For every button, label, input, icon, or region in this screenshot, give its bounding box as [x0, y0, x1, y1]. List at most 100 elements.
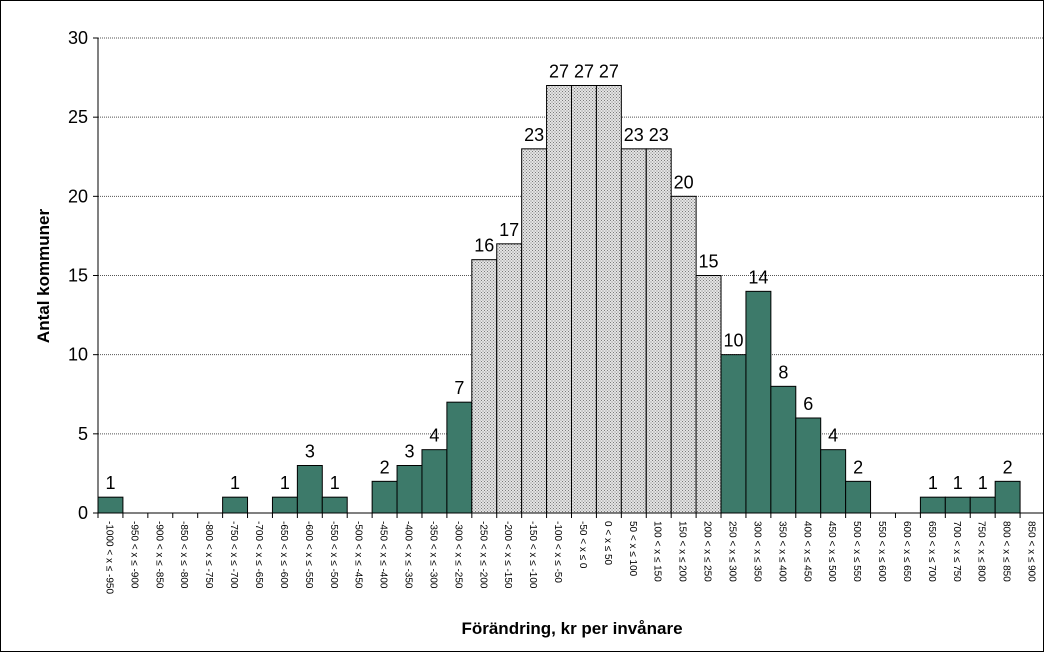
bar	[595, 85, 622, 514]
bar	[670, 195, 697, 514]
data-label: 4	[828, 426, 838, 446]
x-tick-label: -650 < x ≤ -600	[278, 521, 289, 589]
bar	[446, 401, 473, 514]
x-tick-label: 650 < x ≤ 700	[926, 521, 937, 582]
bar	[919, 496, 946, 514]
x-tick-label: 0 < x ≤ 50	[602, 521, 613, 566]
x-tick-label: -200 < x ≤ -150	[502, 521, 513, 589]
data-label: 27	[599, 62, 619, 82]
y-tick-label: 30	[68, 28, 88, 48]
x-tick-label: -500 < x ≤ -450	[353, 521, 364, 589]
bar	[271, 496, 298, 514]
data-label: 4	[429, 426, 439, 446]
bar	[745, 290, 772, 514]
x-tick-label: -100 < x ≤ -50	[552, 521, 563, 583]
x-tick-label: 450 < x ≤ 500	[826, 521, 837, 582]
bar	[969, 496, 996, 514]
bar	[620, 148, 647, 514]
x-tick-label: -800 < x ≤ -750	[203, 521, 214, 589]
y-axis-title: Antal kommuner	[34, 209, 53, 344]
x-tick-label: 500 < x ≤ 550	[851, 521, 862, 582]
bar	[97, 496, 124, 514]
bar	[396, 465, 423, 514]
x-tick-label: -400 < x ≤ -350	[403, 521, 414, 589]
y-tick-label: 20	[68, 186, 88, 206]
x-tick-label: -700 < x ≤ -650	[253, 521, 264, 589]
x-tick-label: -300 < x ≤ -250	[452, 521, 463, 589]
bar	[321, 496, 348, 514]
x-tick-label: 350 < x ≤ 400	[776, 521, 787, 582]
data-label: 23	[624, 125, 644, 145]
bar	[770, 385, 797, 514]
x-tick-label: 550 < x ≤ 600	[876, 521, 887, 582]
bar	[571, 85, 597, 514]
x-tick-label: -750 < x ≤ -700	[228, 521, 239, 589]
data-label: 15	[699, 252, 719, 272]
bar	[371, 480, 398, 514]
x-tick-label: -350 < x ≤ -300	[427, 521, 438, 589]
x-tick-label: -250 < x ≤ -200	[477, 521, 488, 589]
x-tick-label: -950 < x ≤ -900	[128, 521, 139, 589]
data-label: 1	[953, 473, 963, 493]
bar	[521, 148, 548, 514]
data-label: 3	[405, 442, 415, 462]
bar	[222, 496, 249, 514]
x-tick-label: -1000 < x ≤ -950	[103, 521, 114, 594]
x-tick-label: 200 < x ≤ 250	[702, 521, 713, 582]
data-label: 8	[778, 362, 788, 382]
x-tick-label: -900 < x ≤ -850	[153, 521, 164, 589]
data-label: 20	[674, 172, 694, 192]
x-tick-label: -450 < x ≤ -400	[378, 521, 389, 589]
x-tick-label: 50 < x ≤ 100	[627, 521, 638, 577]
data-label: 7	[454, 378, 464, 398]
data-label: 14	[748, 267, 768, 287]
data-label: 27	[549, 62, 569, 82]
x-tick-label: -150 < x ≤ -100	[527, 521, 538, 589]
bar	[546, 85, 572, 514]
y-tick-label: 15	[68, 266, 88, 286]
y-tick-label: 5	[78, 424, 88, 444]
x-axis-title: Förändring, kr per invånare	[461, 619, 682, 638]
data-label: 2	[380, 457, 390, 477]
bar	[845, 480, 872, 514]
bar	[496, 243, 523, 514]
x-tick-label: 250 < x ≤ 300	[726, 521, 737, 582]
data-label: 17	[499, 220, 519, 240]
x-tick-label: 800 < x ≤ 850	[1001, 521, 1012, 582]
x-tick-label: 850 < x ≤ 900	[1026, 521, 1037, 582]
data-label: 10	[723, 331, 743, 351]
x-tick-label: 750 < x ≤ 800	[976, 521, 987, 582]
y-tick-label: 25	[68, 107, 88, 127]
x-tick-labels: -1000 < x ≤ -950 -950 < x ≤ -900 -900 < x …	[97, 513, 1037, 594]
bars	[97, 85, 1021, 514]
data-label: 2	[853, 457, 863, 477]
bar	[645, 148, 672, 514]
data-label: 23	[649, 125, 669, 145]
bar	[994, 480, 1021, 514]
x-tick-label: -550 < x ≤ -500	[328, 521, 339, 589]
x-tick-label: -850 < x ≤ -800	[178, 521, 189, 589]
bar	[296, 465, 323, 514]
x-tick-label: 300 < x ≤ 350	[751, 521, 762, 582]
data-label: 1	[230, 473, 240, 493]
data-label: 1	[105, 473, 115, 493]
bar	[720, 354, 747, 514]
y-tick-labels: 0 5 10 15 20 25 30	[68, 28, 98, 523]
bar	[421, 449, 448, 514]
data-label: 1	[330, 473, 340, 493]
data-label: 27	[574, 62, 594, 82]
data-label: 23	[524, 125, 544, 145]
x-tick-label: -600 < x ≤ -550	[303, 521, 314, 589]
bar	[471, 259, 498, 514]
data-label: 3	[305, 442, 315, 462]
x-tick-label: -50 < x ≤ 0	[577, 521, 588, 569]
bar	[695, 275, 722, 514]
bar	[820, 449, 847, 514]
data-label: 16	[474, 236, 494, 256]
data-label: 1	[978, 473, 988, 493]
x-tick-label: 400 < x ≤ 450	[801, 521, 812, 582]
y-tick-label: 10	[68, 345, 88, 365]
data-label: 2	[1003, 457, 1013, 477]
